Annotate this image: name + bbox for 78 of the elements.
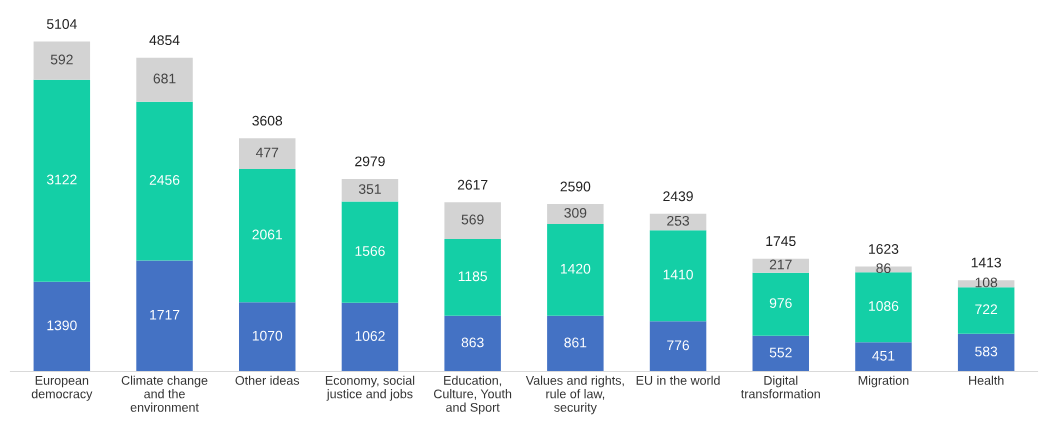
data-label: 776: [667, 340, 690, 351]
bar: [547, 204, 604, 225]
bar: [136, 57, 193, 102]
data-label: 1390: [47, 320, 77, 331]
data-label: 681: [153, 73, 176, 84]
x-tick-label: Migration: [858, 375, 909, 388]
x-tick-label: Other ideas: [235, 375, 300, 385]
x-tick-label: Health: [969, 375, 1004, 385]
data-label: 569: [461, 214, 484, 225]
total-label: 1623: [869, 244, 899, 254]
x-tick-label: Values and rights, rule of law, security: [525, 375, 624, 415]
bar: [239, 138, 296, 170]
data-label: 1086: [869, 301, 899, 311]
bar: [649, 230, 707, 322]
data-label: 477: [255, 147, 279, 158]
data-label: 592: [50, 54, 73, 65]
total-label: 5104: [46, 19, 77, 29]
data-label: 863: [461, 337, 484, 348]
x-tick-label: Economy, social justice and jobs: [325, 375, 415, 401]
total-label: 2590: [560, 181, 591, 192]
data-label: 1410: [663, 269, 693, 280]
data-label: 722: [975, 304, 998, 315]
bar: [239, 169, 296, 303]
data-label: 1185: [458, 271, 487, 282]
bar: [33, 41, 91, 80]
bar: [547, 315, 604, 372]
bar: [33, 281, 91, 372]
data-label: 351: [358, 184, 381, 194]
bar: [341, 178, 399, 202]
total-label: 2617: [457, 179, 488, 190]
total-label: 2979: [355, 156, 385, 167]
data-label: 861: [564, 337, 587, 348]
data-label: 976: [769, 298, 792, 308]
data-label: 86: [876, 263, 891, 274]
data-label: 217: [769, 259, 792, 270]
bar: [649, 213, 707, 231]
bar: [957, 333, 1015, 372]
bar: [444, 239, 501, 316]
x-tick-label: European democracy: [31, 376, 93, 401]
bar: [649, 321, 707, 372]
data-label: 451: [872, 350, 895, 361]
bar: [855, 272, 912, 343]
bar: [341, 201, 399, 303]
bar: [341, 302, 399, 372]
bar: [855, 342, 912, 372]
bar: [444, 315, 501, 372]
data-label: 253: [667, 215, 690, 226]
total-label: 2439: [663, 191, 693, 202]
data-label: 552: [769, 347, 792, 358]
data-label: 1420: [560, 263, 591, 274]
bar: [752, 335, 809, 372]
data-label: 583: [975, 346, 998, 357]
data-label: 1062: [355, 331, 385, 341]
bar: [957, 287, 1015, 334]
data-label: 1717: [150, 310, 180, 320]
data-label: 3122: [46, 174, 77, 185]
data-label: 309: [564, 207, 587, 218]
data-label: 1070: [252, 330, 283, 341]
bar: [136, 101, 193, 261]
total-label: 3608: [252, 115, 283, 126]
bar: [33, 79, 91, 282]
bar: [752, 272, 809, 336]
x-tick-label: Climate change and the environment: [121, 375, 208, 412]
bar: [444, 202, 501, 240]
bar: [239, 302, 296, 372]
bar: [547, 224, 604, 316]
x-tick-label: Digital transformation: [741, 375, 820, 399]
total-label: 4854: [149, 35, 180, 46]
bar: [136, 260, 193, 372]
total-label: 1413: [971, 257, 1002, 268]
x-tick-label: Education, Culture, Youth and Sport: [434, 375, 512, 415]
data-label: 108: [975, 277, 998, 288]
data-label: 2456: [149, 175, 180, 185]
total-label: 1745: [766, 236, 796, 247]
data-label: 2061: [252, 229, 283, 240]
x-tick-label: EU in the world: [636, 375, 720, 385]
data-label: 1566: [355, 246, 385, 256]
bar: [752, 258, 809, 273]
